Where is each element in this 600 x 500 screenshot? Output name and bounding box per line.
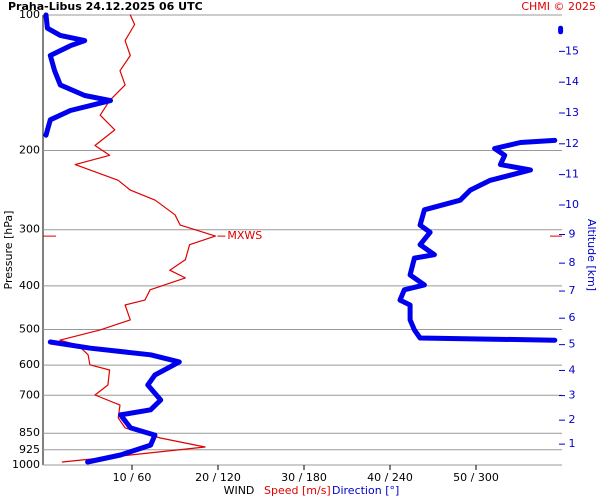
y2-tick-label: 9 [569, 227, 576, 240]
y-tick-label: 700 [19, 388, 40, 401]
y-tick-label: 100 [19, 8, 40, 21]
y2-tick-label: 6 [569, 311, 576, 324]
y2-tick-label: 5 [569, 338, 576, 351]
y2-tick-label: 12 [565, 137, 579, 150]
y2-tick-label: 3 [569, 389, 576, 402]
y-tick-label: 600 [19, 358, 40, 371]
y2-tick-label: 15 [565, 44, 579, 57]
y2-tick-label: 10 [565, 198, 579, 211]
x-tick-label: 10 / 60 [113, 471, 152, 484]
y2-tick-label: 11 [565, 168, 579, 181]
y-tick-label: 925 [19, 443, 40, 456]
y-tick-label: 1000 [12, 458, 40, 471]
y-tick-label: 300 [19, 223, 40, 236]
x-tick-label: 30 / 180 [281, 471, 327, 484]
x-tick-label: 50 / 300 [453, 471, 499, 484]
y-tick-label: 400 [19, 279, 40, 292]
chart-title: Praha-Libus 24.12.2025 06 UTC [8, 0, 203, 13]
y2-tick-label: 8 [569, 256, 576, 269]
direction-line [47, 339, 182, 465]
y2-tick-label: 1 [569, 437, 576, 450]
x-tick-label: 20 / 120 [195, 471, 241, 484]
legend-direction: Direction [°] [332, 484, 399, 497]
y2-axis-title: Altitude [km] [585, 219, 598, 291]
y2-tick-label: 4 [569, 363, 576, 376]
direction-line [397, 137, 558, 343]
y-tick-label: 850 [19, 426, 40, 439]
y2-tick-label: 7 [569, 284, 576, 297]
credit: CHMI © 2025 [521, 0, 596, 13]
x-axis-title: WIND [224, 484, 255, 497]
y2-tick-label: 13 [565, 106, 579, 119]
y2-tick-label: 14 [565, 75, 579, 88]
annotation: MXWS [227, 229, 262, 242]
y2-tick-label: 2 [569, 413, 576, 426]
x-tick-label: 40 / 240 [367, 471, 413, 484]
y-tick-label: 500 [19, 323, 40, 336]
speed-line [59, 14, 216, 463]
direction-line [43, 12, 113, 138]
y-tick-label: 200 [19, 143, 40, 156]
y-axis-title: Pressure [hPa] [2, 211, 15, 290]
legend-speed: Speed [m/s] [264, 484, 331, 497]
